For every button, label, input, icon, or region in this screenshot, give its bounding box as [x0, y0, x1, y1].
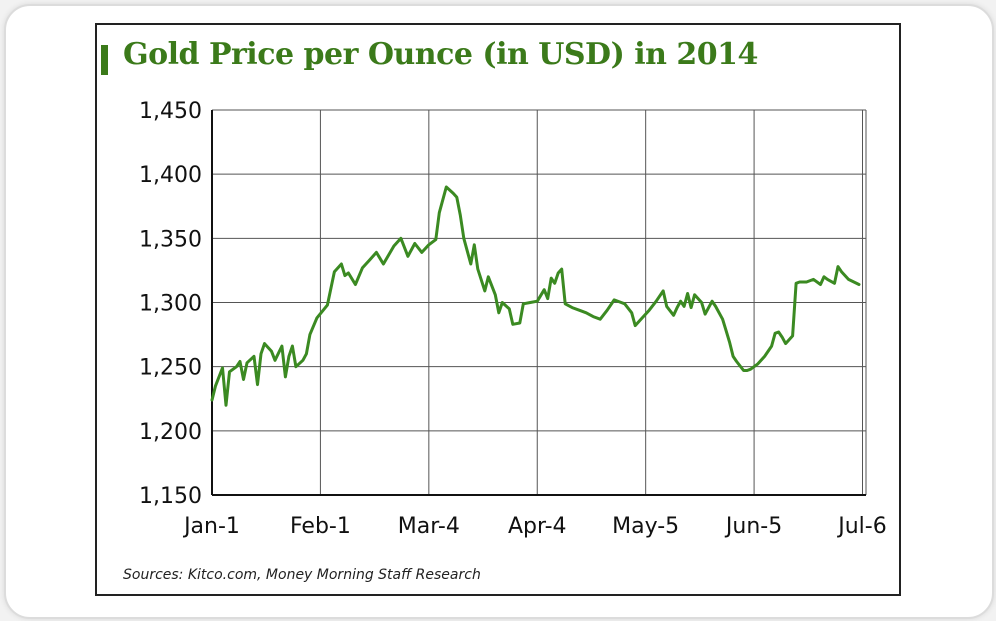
x-tick-label: Apr-4: [508, 514, 567, 539]
y-tick-label: 1,400: [139, 163, 202, 188]
chart-panel: Gold Price per Ounce (in USD) in 2014 1,…: [95, 23, 901, 596]
x-tick-label: Feb-1: [290, 514, 351, 539]
series-group: [210, 185, 861, 407]
source-note: Sources: Kitco.com, Money Morning Staff …: [123, 567, 481, 583]
x-tick-label: Mar-4: [398, 514, 460, 539]
x-axis-ticks: Jan-1 Feb-1 Mar-4 Apr-4 May-5 Jun-5 Jul-6: [182, 514, 887, 539]
x-tick-label: Jul-6: [836, 514, 886, 539]
title-accent-bar: [101, 45, 108, 75]
y-tick-label: 1,450: [139, 99, 202, 124]
x-tick-label: May-5: [612, 514, 679, 539]
grid-lines: [211, 109, 867, 496]
x-tick-label: Jun-5: [724, 514, 782, 539]
axes: [211, 110, 866, 496]
y-tick-label: 1,300: [139, 292, 202, 317]
y-tick-label: 1,150: [139, 484, 202, 509]
y-tick-label: 1,350: [139, 227, 202, 252]
series-line: [210, 185, 861, 407]
x-tick-label: Jan-1: [182, 514, 240, 539]
line-chart: 1,450 1,400 1,350 1,300 1,250 1,200 1,150 Jan-…: [139, 99, 887, 539]
y-tick-label: 1,250: [139, 356, 202, 381]
y-tick-label: 1,200: [139, 420, 202, 445]
chart-title: Gold Price per Ounce (in USD) in 2014: [123, 37, 758, 72]
y-axis-ticks: 1,450 1,400 1,350 1,300 1,250 1,200 1,150: [139, 99, 202, 509]
